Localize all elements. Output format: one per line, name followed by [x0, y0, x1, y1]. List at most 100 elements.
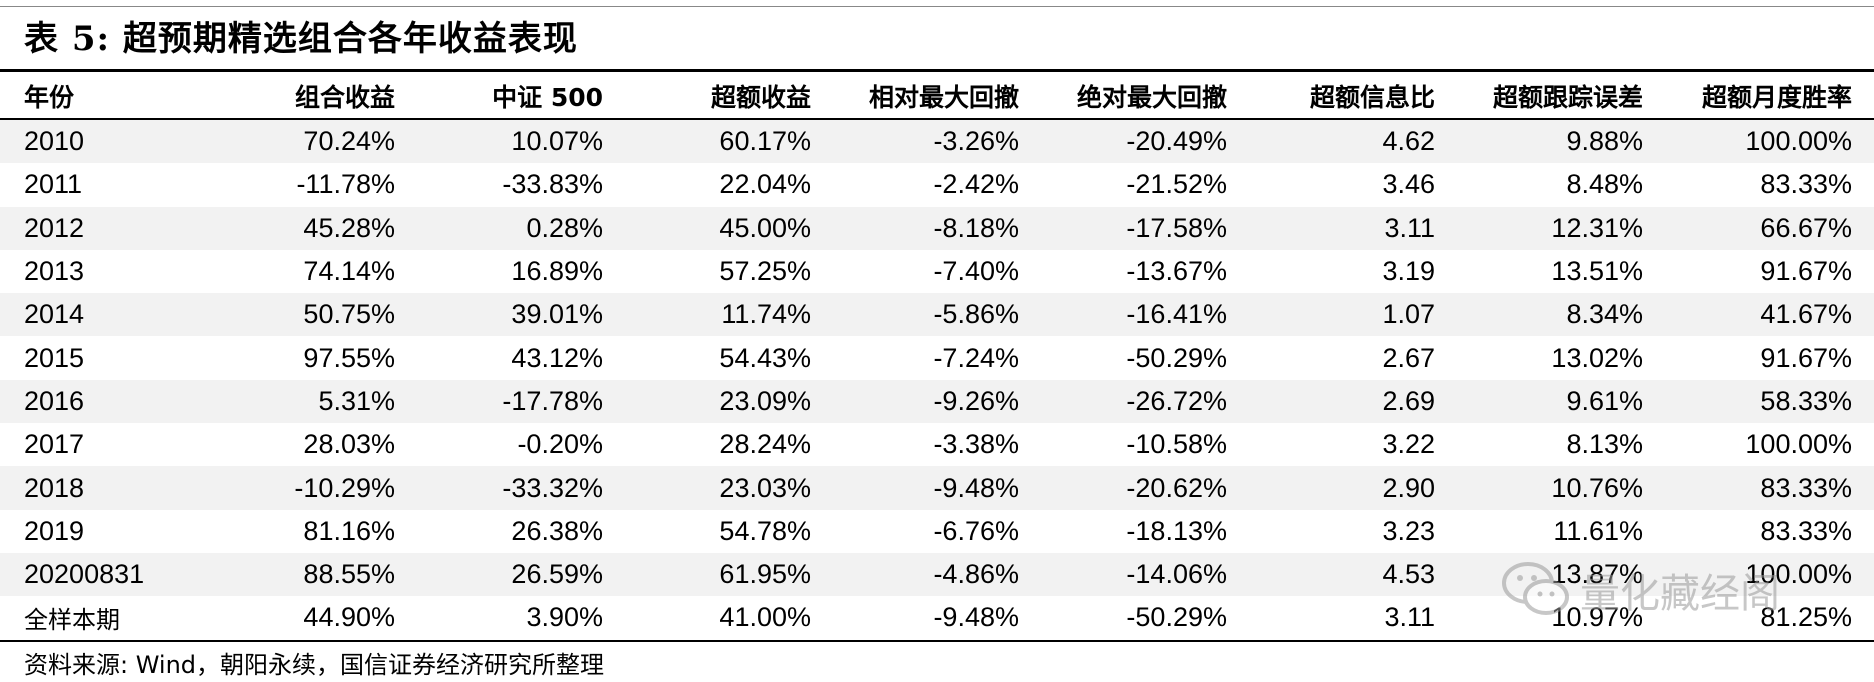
table-cell: 28.24%	[719, 429, 811, 460]
row-label: 2019	[24, 515, 85, 546]
row-label: 2015	[24, 342, 85, 373]
table-cell: 3.19	[1382, 256, 1435, 287]
row-label: 2011	[24, 169, 83, 200]
table-cell: 60.17%	[625, 119, 833, 164]
table-cell: 81.25%	[1665, 596, 1874, 642]
table-cell: 50.75%	[207, 293, 417, 337]
table-cell: -17.58%	[1041, 206, 1249, 250]
table-cell: 41.00%	[625, 596, 833, 642]
table-cell: 83.33%	[1760, 515, 1852, 546]
table-cell: 81.16%	[303, 515, 395, 546]
table-cell: 3.11	[1249, 206, 1457, 250]
table-cell: 9.61%	[1457, 379, 1665, 424]
table-cell: -7.40%	[933, 256, 1019, 287]
column-header: 超额跟踪误差	[1457, 74, 1665, 120]
table-cell: 54.78%	[719, 515, 811, 546]
table-cell: 12.31%	[1457, 206, 1665, 250]
column-header: 中证 500	[417, 74, 625, 120]
table-cell: -11.78%	[296, 169, 395, 200]
table-cell: 26.59%	[417, 552, 625, 597]
table-cell: 9.88%	[1457, 119, 1665, 164]
table-row: 2015 97.55% 43.12% 54.43% -7.24% -50.29% 2.67 1…	[0, 336, 1874, 379]
table-cell: 97.55%	[303, 342, 395, 373]
table-cell: 43.12%	[511, 342, 603, 373]
row-label: 2010	[0, 119, 207, 164]
table-cell: -5.86%	[833, 293, 1041, 337]
table-cell: 3.23	[1382, 515, 1435, 546]
table-cell: 8.48%	[1566, 169, 1643, 200]
table-cell: 61.95%	[625, 552, 833, 597]
table-cell: 28.03%	[303, 429, 395, 460]
table-cell: 83.33%	[1665, 466, 1874, 510]
column-header: 年份	[0, 74, 207, 120]
top-rule	[0, 6, 1874, 7]
table-row: 2010 70.24% 10.07% 60.17% -3.26% -20.49% 4.62 9…	[0, 119, 1874, 164]
table-body: 2010 70.24% 10.07% 60.17% -3.26% -20.49% 4.62 9…	[0, 119, 1874, 642]
column-header: 超额月度胜率	[1665, 74, 1874, 120]
table-cell: 41.67%	[1665, 293, 1874, 337]
column-header: 超额信息比	[1249, 74, 1457, 120]
table-row: 全样本期 44.90% 3.90% 41.00% -9.48% -50.29% 3.11 10…	[0, 596, 1874, 642]
table-row: 2012 45.28% 0.28% 45.00% -8.18% -17.58% 3.11 12…	[0, 206, 1874, 250]
row-label: 2013	[24, 256, 85, 287]
table-cell: 2.69	[1249, 379, 1457, 424]
row-label: 2018	[0, 466, 207, 510]
row-label: 2012	[0, 206, 207, 250]
table-cell: 66.67%	[1665, 206, 1874, 250]
table-cell: -17.78%	[417, 379, 625, 424]
table-row: 2019 81.16% 26.38% 54.78% -6.76% -18.13% 3.23 1…	[0, 510, 1874, 553]
table-cell: 58.33%	[1665, 379, 1874, 424]
table-cell: 54.43%	[719, 342, 811, 373]
table-cell: 11.74%	[625, 293, 833, 337]
header-row: 年份 组合收益 中证 500 超额收益 相对最大回撤 绝对最大回撤 超额信息比 超额跟踪误差超…	[0, 74, 1874, 120]
table-cell: 26.38%	[511, 515, 603, 546]
row-label: 2014	[0, 293, 207, 337]
table-cell: -6.76%	[933, 515, 1019, 546]
returns-table: 年份 组合收益 中证 500 超额收益 相对最大回撤 绝对最大回撤 超额信息比 超额跟踪误差超…	[0, 74, 1874, 642]
table-cell: -18.13%	[1126, 515, 1227, 546]
table-cell: 0.28%	[417, 206, 625, 250]
table-cell: 5.31%	[207, 379, 417, 424]
table-row: 2017 28.03% -0.20% 28.24% -3.38% -10.58% 3.22 8…	[0, 423, 1874, 466]
table-cell: 39.01%	[417, 293, 625, 337]
table-cell: 3.46	[1382, 169, 1435, 200]
table-cell: -21.52%	[1126, 169, 1227, 200]
table-cell: 23.03%	[625, 466, 833, 510]
table-cell: -50.29%	[1041, 596, 1249, 642]
table-cell: 1.07	[1249, 293, 1457, 337]
table-cell: 3.22	[1382, 429, 1435, 460]
table-cell: -33.83%	[502, 169, 603, 200]
table-cell: 11.61%	[1553, 515, 1643, 546]
table-cell: 10.76%	[1457, 466, 1665, 510]
table-cell: -10.29%	[207, 466, 417, 510]
table-cell: 10.07%	[417, 119, 625, 164]
table-cell: -9.26%	[833, 379, 1041, 424]
table-cell: 45.28%	[207, 206, 417, 250]
column-header: 超额收益	[625, 74, 833, 120]
table-cell: 100.00%	[1745, 429, 1852, 460]
table-cell: 91.67%	[1760, 256, 1852, 287]
table-cell: 91.67%	[1760, 342, 1852, 373]
table-cell: -10.58%	[1126, 429, 1227, 460]
source-note: 资料来源: Wind，朝阳永续，国信证券经济研究所整理	[24, 651, 605, 679]
table-cell: 4.53	[1249, 552, 1457, 597]
table-cell: 100.00%	[1665, 552, 1874, 597]
table-row: 2014 50.75% 39.01% 11.74% -5.86% -16.41% 1.07 8…	[0, 293, 1874, 337]
table-cell: 83.33%	[1760, 169, 1852, 200]
table-cell: 22.04%	[719, 169, 811, 200]
column-header: 组合收益	[207, 74, 417, 120]
table-cell: -0.20%	[517, 429, 603, 460]
table-cell: 3.11	[1249, 596, 1457, 642]
column-header: 绝对最大回撤	[1041, 74, 1249, 120]
table-cell: -3.26%	[833, 119, 1041, 164]
table-cell: 2.90	[1249, 466, 1457, 510]
table-cell: 88.55%	[207, 552, 417, 597]
table-cell: -14.06%	[1041, 552, 1249, 597]
table-cell: 8.13%	[1566, 429, 1643, 460]
table-cell: 100.00%	[1665, 119, 1874, 164]
table-cell: -20.62%	[1041, 466, 1249, 510]
table-row: 2013 74.14% 16.89% 57.25% -7.40% -13.67% 3.19 1…	[0, 250, 1874, 293]
table-cell: -50.29%	[1126, 342, 1227, 373]
table-cell: -4.86%	[833, 552, 1041, 597]
row-label: 全样本期	[0, 596, 207, 642]
